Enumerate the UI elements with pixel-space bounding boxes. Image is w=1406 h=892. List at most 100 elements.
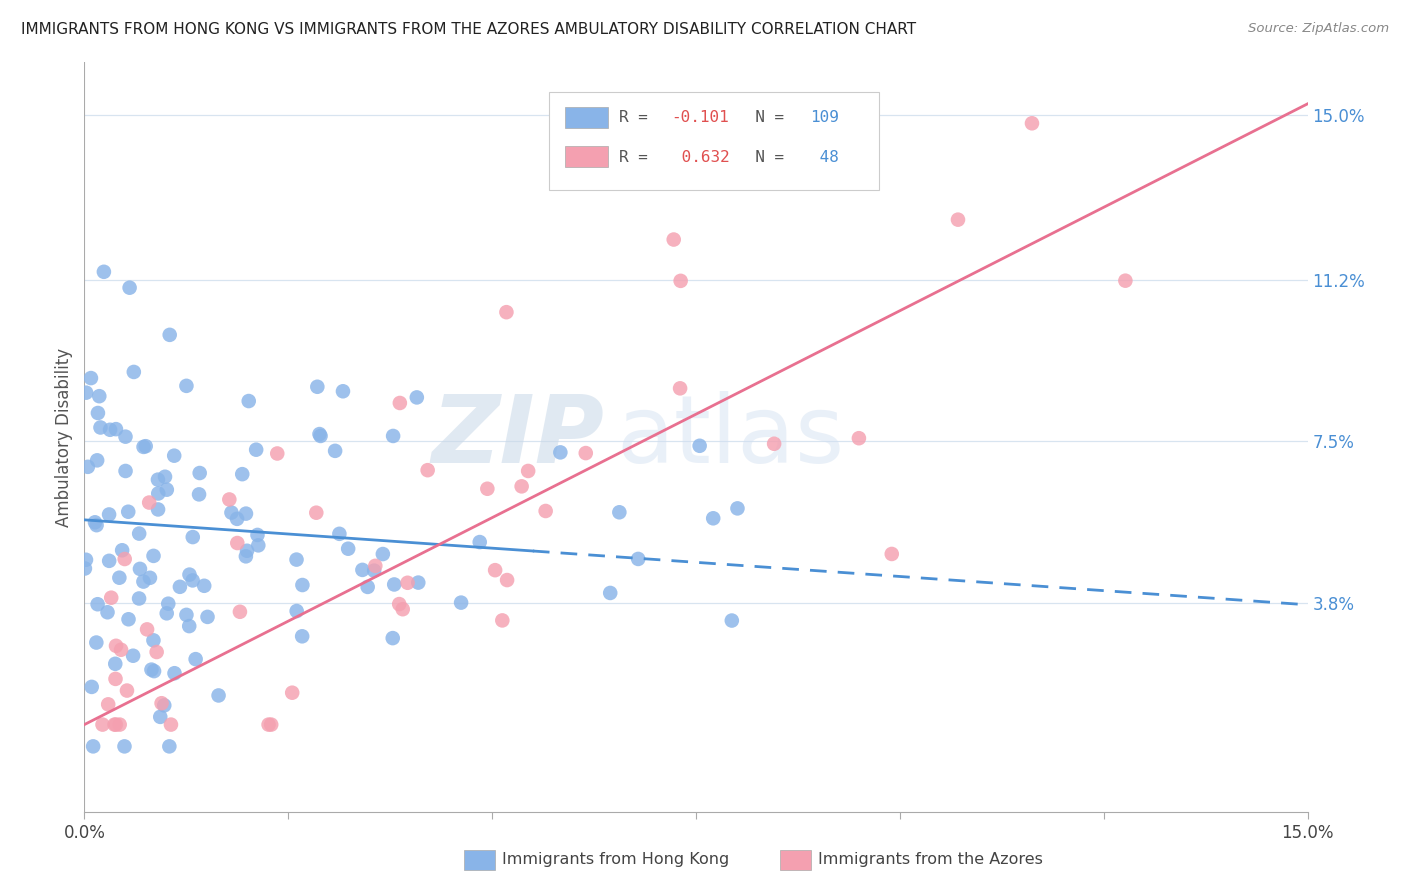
Point [143, 664, 166, 678]
Point [235, 507, 257, 521]
Point [89, 420, 111, 434]
Point [91, 717, 114, 731]
Point [104, 717, 127, 731]
Point [100, 591, 122, 605]
Point [496, 573, 519, 587]
Text: Source: ZipAtlas.com: Source: ZipAtlas.com [1249, 22, 1389, 36]
Point [575, 446, 598, 460]
Point [80, 371, 103, 385]
Point [98, 423, 121, 437]
Point [169, 580, 191, 594]
Point [382, 577, 405, 591]
Text: Immigrants from Hong Kong: Immigrants from Hong Kong [502, 853, 730, 867]
Point [291, 578, 314, 592]
Point [291, 629, 314, 643]
Point [163, 666, 186, 681]
Text: N =: N = [737, 110, 794, 125]
Point [305, 506, 328, 520]
Point [357, 580, 380, 594]
Point [80, 680, 103, 694]
Point [337, 541, 360, 556]
Point [627, 552, 650, 566]
Point [75, 553, 97, 567]
Point [93, 265, 115, 279]
Point [75, 385, 97, 400]
Point [669, 381, 692, 395]
Point [159, 327, 181, 342]
Point [146, 473, 169, 487]
Text: 48: 48 [810, 150, 838, 165]
Point [396, 575, 419, 590]
Point [128, 591, 150, 606]
Point [86, 597, 108, 611]
Text: -0.101: -0.101 [672, 110, 730, 125]
Point [114, 552, 136, 566]
Point [371, 547, 394, 561]
Point [136, 623, 159, 637]
Text: R =: R = [619, 150, 658, 165]
Point [122, 648, 145, 663]
Point [145, 645, 167, 659]
Point [328, 526, 350, 541]
Point [381, 631, 404, 645]
Point [104, 422, 127, 436]
Point [669, 274, 692, 288]
Point [662, 233, 685, 247]
Point [352, 563, 374, 577]
Point [468, 535, 491, 549]
Point [129, 562, 152, 576]
FancyBboxPatch shape [550, 93, 880, 190]
Point [139, 571, 162, 585]
Point [382, 429, 405, 443]
Point [117, 612, 139, 626]
Point [285, 604, 308, 618]
Point [609, 505, 631, 519]
Point [153, 698, 176, 713]
Point [89, 389, 111, 403]
Point [491, 614, 513, 628]
Point [763, 436, 786, 450]
Point [157, 597, 180, 611]
Point [148, 486, 170, 500]
Text: atlas: atlas [616, 391, 845, 483]
Point [266, 446, 288, 460]
Point [108, 571, 131, 585]
Point [405, 391, 427, 405]
Point [207, 689, 229, 703]
Point [146, 502, 169, 516]
Point [307, 380, 329, 394]
Point [416, 463, 439, 477]
Point [599, 586, 621, 600]
Point [550, 445, 572, 459]
Point [197, 610, 219, 624]
Point [142, 633, 165, 648]
Point [135, 439, 157, 453]
Text: R =: R = [619, 110, 658, 125]
Point [309, 429, 332, 443]
Point [484, 563, 506, 577]
Point [388, 396, 411, 410]
Point [122, 365, 145, 379]
Point [104, 657, 127, 671]
Point [114, 464, 136, 478]
Point [156, 607, 179, 621]
Point [391, 602, 413, 616]
Point [188, 466, 211, 480]
Point [246, 528, 269, 542]
Point [114, 739, 136, 754]
Point [117, 505, 139, 519]
Point [308, 427, 330, 442]
Point [150, 696, 173, 710]
Text: Immigrants from the Azores: Immigrants from the Azores [818, 853, 1043, 867]
Point [720, 614, 742, 628]
Point [236, 543, 259, 558]
Point [406, 575, 429, 590]
Point [323, 443, 346, 458]
Point [848, 431, 870, 445]
Point [141, 663, 163, 677]
Point [105, 639, 128, 653]
Point [82, 739, 104, 754]
Point [229, 605, 252, 619]
Point [132, 574, 155, 589]
Point [727, 501, 749, 516]
